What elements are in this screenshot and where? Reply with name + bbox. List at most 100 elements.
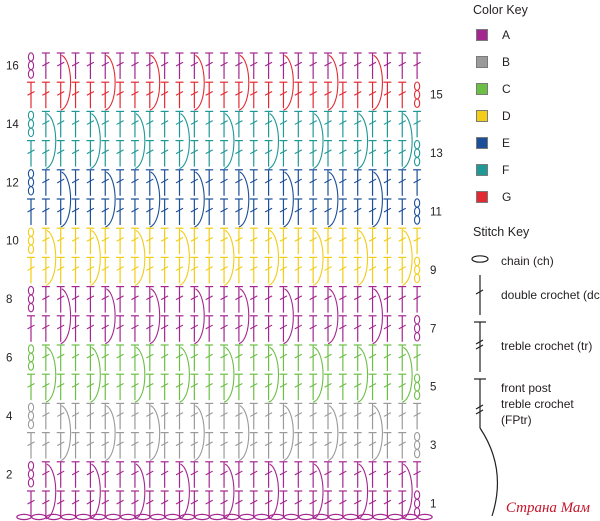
dc-stitch [264, 286, 273, 313]
dc-stitch [294, 373, 303, 401]
dc-stitch [41, 81, 50, 109]
dc-stitch [116, 140, 125, 167]
dc-stitch [145, 110, 154, 138]
dc-stitch [41, 373, 50, 401]
dc-stitch [294, 256, 303, 284]
dc-stitch [130, 286, 139, 313]
dc-stitch [324, 227, 332, 255]
row-16: 16 [6, 52, 422, 79]
dc-stitch [160, 490, 169, 517]
dc-stitch [101, 110, 110, 138]
dc-stitch [383, 81, 392, 109]
dc-stitch [145, 227, 154, 255]
dc-stitch [116, 490, 125, 517]
dc-stitch [205, 286, 214, 313]
row-4: 4 [6, 402, 422, 430]
dc-stitch [264, 315, 273, 342]
dc-stitch [249, 110, 258, 138]
dc-stitch [249, 256, 258, 284]
row-15: 15 [27, 54, 443, 111]
dc-stitch [116, 432, 125, 459]
color-swatch [476, 83, 488, 95]
dc-stitch [86, 140, 95, 167]
dc-stitch [86, 432, 95, 459]
dc-stitch [413, 344, 422, 371]
dc-stitch [86, 373, 95, 401]
fptr-stitch [268, 463, 279, 520]
chain-stitch [75, 513, 92, 521]
dc-stitch [353, 198, 362, 225]
dc-stitch [160, 81, 169, 109]
dc-stitch [249, 169, 258, 196]
dc-stitch [249, 227, 258, 255]
dc-stitch [86, 286, 95, 313]
dc-stitch [130, 52, 139, 79]
dc-stitch [220, 373, 229, 401]
dc-stitch [368, 432, 377, 459]
dc-stitch [234, 315, 243, 342]
color-key-title: Color Key [473, 3, 528, 17]
dc-stitch [145, 373, 154, 401]
dc-stitch [205, 81, 214, 109]
dc-stitch [353, 286, 362, 313]
dc-stitch [234, 461, 243, 488]
dc-stitch [56, 286, 65, 313]
dc-stitch [338, 110, 347, 138]
turning-chain [413, 81, 421, 108]
dc-stitch [234, 198, 243, 225]
color-key-item-f: F [476, 162, 509, 178]
dc-stitch [27, 490, 35, 517]
fptr-stitch [268, 346, 279, 403]
dc-stitch [324, 461, 332, 488]
dc-stitch [145, 198, 154, 225]
dc-stitch [116, 52, 125, 79]
dc-stitch [234, 110, 243, 138]
dc-stitch [86, 344, 95, 371]
dc-stitch [324, 81, 332, 109]
dc-stitch [338, 81, 347, 109]
fptr-stitch [179, 113, 190, 170]
dc-stitch [71, 110, 80, 138]
dc-stitch [101, 490, 110, 517]
dc-stitch [234, 490, 243, 517]
dc-stitch [205, 198, 214, 225]
dc-stitch [190, 461, 199, 488]
dc-stitch [309, 344, 318, 371]
dc-stitch [27, 432, 35, 459]
dc-stitch [175, 81, 184, 109]
chain-stitch [60, 513, 77, 521]
fptr-stitch [312, 463, 324, 520]
dc-stitch [398, 344, 407, 371]
dc-stitch [145, 315, 154, 342]
dc-stitch [368, 402, 377, 430]
dc-stitch [145, 402, 154, 430]
dc-stitch [116, 169, 125, 196]
dc-stitch [264, 81, 273, 109]
dc-stitch [130, 227, 139, 255]
dc-stitch [220, 490, 229, 517]
dc-stitch [398, 227, 407, 255]
dc-stitch [160, 227, 169, 255]
color-letter: E [502, 136, 511, 150]
row-13: 13 [27, 113, 443, 170]
turning-chain [27, 110, 35, 138]
chain-stitch [209, 513, 225, 521]
dc-stitch [190, 198, 199, 225]
dc-stitch [205, 490, 214, 517]
fptr-stitch [90, 346, 101, 403]
dc-stitch [383, 344, 392, 371]
dc-stitch [264, 432, 273, 459]
fptr-stitch [223, 346, 235, 403]
dc-stitch [353, 402, 362, 430]
dc-stitch [279, 256, 288, 284]
stitch-key-label-dc: double crochet (dc) [501, 288, 600, 302]
dc-stitch [324, 256, 332, 284]
row-number-label: 2 [6, 469, 12, 481]
color-key-item-e: E [476, 135, 510, 151]
dc-stitch [101, 81, 110, 109]
dc-stitch [383, 432, 392, 459]
dc-stitch [234, 402, 243, 430]
color-letter: B [502, 55, 511, 69]
dc-stitch [294, 402, 303, 430]
row-number-label: 13 [430, 148, 443, 160]
